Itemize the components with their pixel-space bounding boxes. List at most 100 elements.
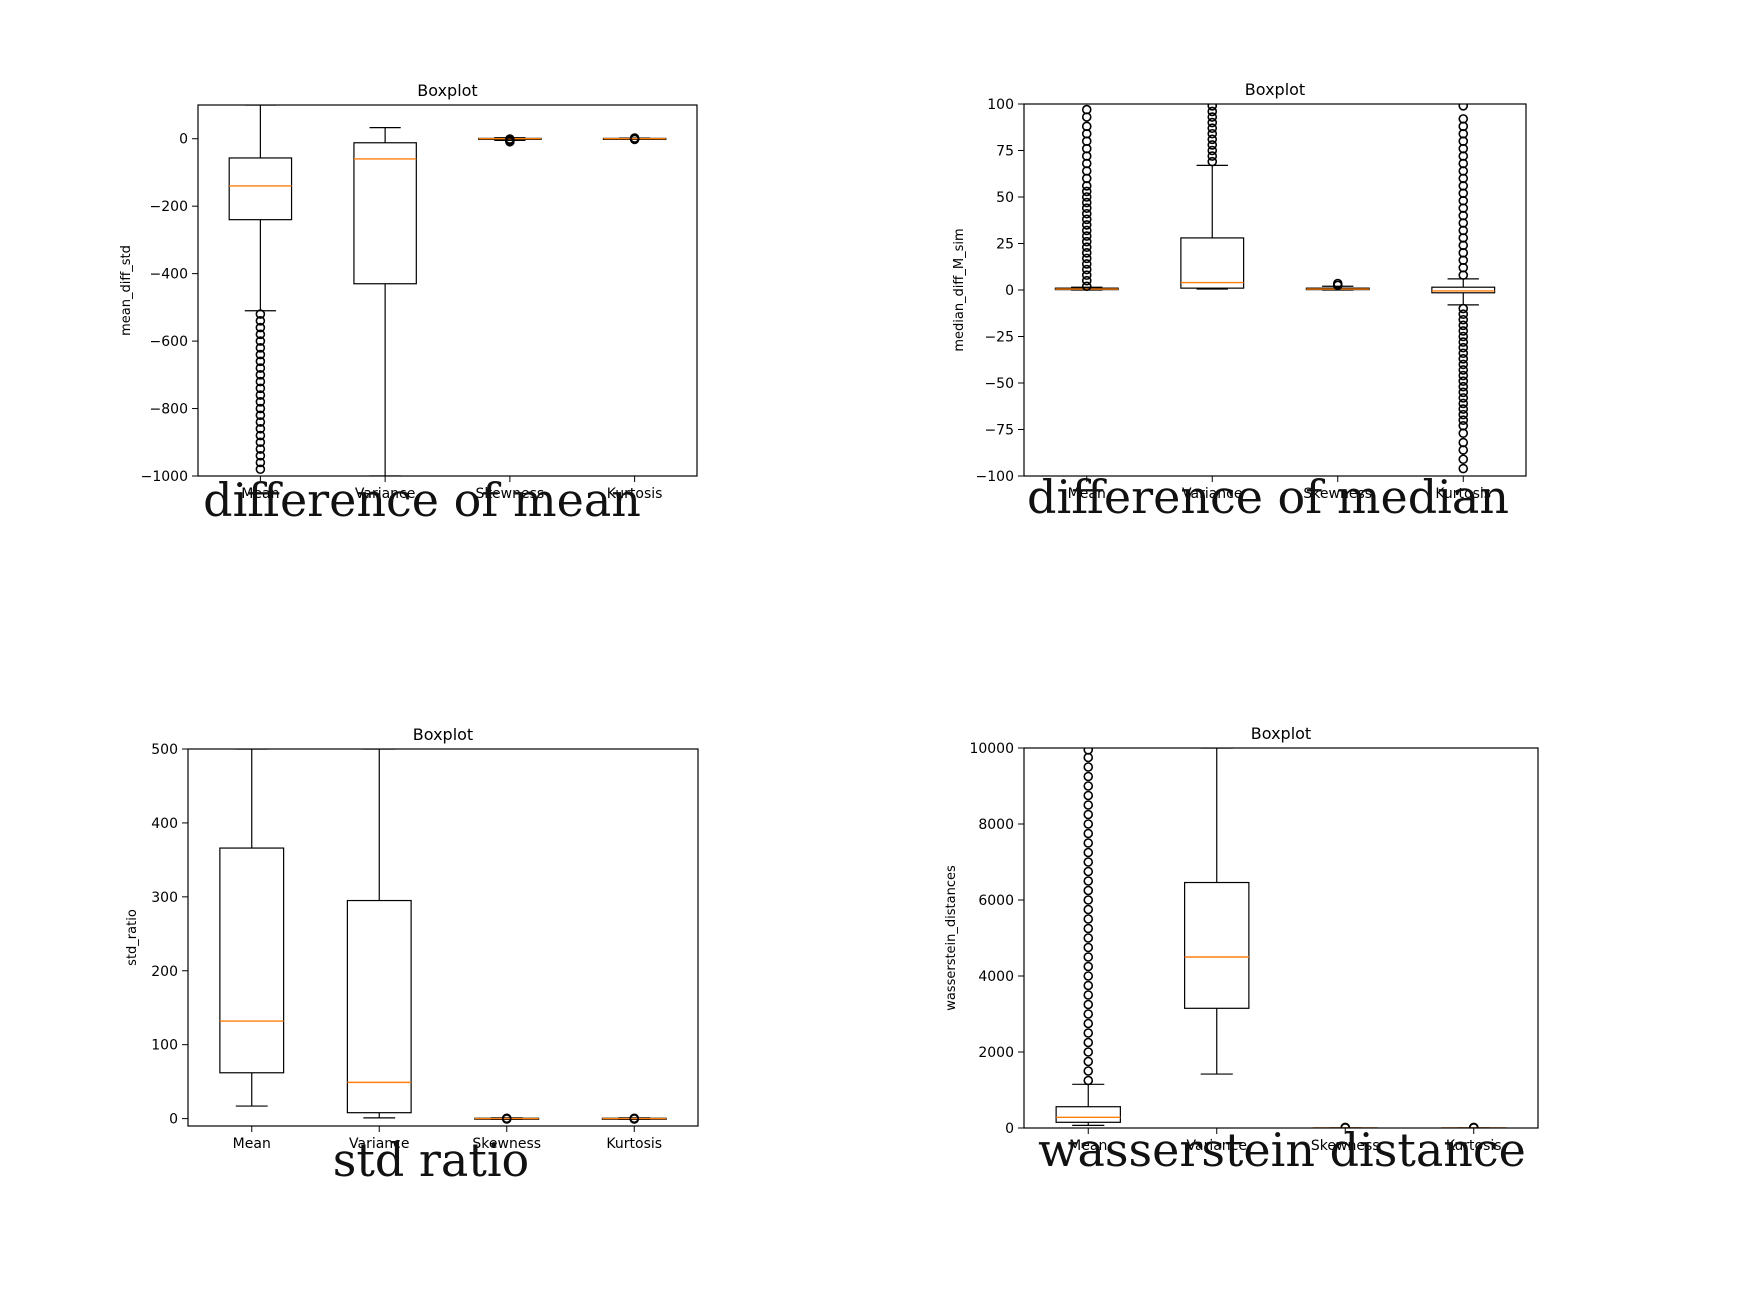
flier-point: [1083, 971, 1094, 981]
chart-title: Boxplot: [1245, 80, 1305, 99]
y-tick-label: 50: [996, 190, 1014, 206]
flier-point: [255, 343, 266, 353]
flier-point: [1458, 365, 1469, 375]
flier-point: [1083, 999, 1094, 1010]
flier-point: [1332, 278, 1343, 289]
flier-point: [1458, 415, 1469, 426]
flier-point: [1081, 186, 1092, 197]
flier-point: [1081, 253, 1092, 264]
y-tick-label: 0: [1005, 1121, 1014, 1137]
y-tick-label: 500: [151, 742, 178, 758]
plot-frame: [1023, 747, 1539, 1129]
x-tick-label: Mean: [1069, 1138, 1107, 1154]
y-tick-label: −600: [150, 334, 188, 350]
flier-point: [1458, 303, 1469, 314]
y-axis-label: wasserstein_distances: [944, 865, 959, 1011]
flier-point: [1081, 214, 1092, 225]
box-variance: [353, 126, 417, 476]
flier-point: [1083, 847, 1094, 858]
box: [1180, 237, 1245, 289]
flier-point: [1083, 942, 1094, 953]
flier-point: [1458, 428, 1469, 439]
chart-caption: difference of mean: [203, 473, 641, 527]
flier-point: [1083, 1056, 1094, 1067]
y-tick-label: −50: [984, 376, 1014, 392]
x-tick-label: Variance: [1182, 486, 1242, 502]
flier-point: [1083, 781, 1094, 791]
flier-point: [255, 444, 266, 454]
flier-point: [255, 410, 266, 421]
y-tick-label: 200: [151, 964, 178, 980]
x-tick-label: Skewness: [1303, 486, 1372, 502]
flier-point: [255, 403, 266, 414]
flier-point: [1083, 904, 1094, 915]
chart-caption: difference of median: [1027, 470, 1509, 524]
flier-point: [255, 423, 266, 434]
flier-point: [1083, 748, 1094, 755]
y-tick-label: 300: [151, 890, 178, 906]
y-tick-label: 100: [151, 1038, 178, 1054]
y-tick-label: −1000: [141, 469, 188, 485]
y-tick-label: −800: [150, 402, 188, 418]
flier-point: [1083, 1075, 1094, 1086]
flier-point: [1458, 454, 1469, 465]
chart-title: Boxplot: [413, 725, 473, 744]
flier-point: [255, 390, 266, 400]
chart-caption: wasserstein distance: [1038, 1123, 1526, 1177]
flier-point: [1081, 104, 1092, 115]
y-tick-label: −100: [976, 469, 1014, 485]
flier-point: [1081, 220, 1092, 230]
flier-point: [1458, 342, 1469, 353]
flier-point: [1458, 314, 1469, 325]
flier-point: [1083, 838, 1094, 848]
flier-point: [1207, 106, 1218, 117]
box-mean: [219, 749, 285, 1107]
chart-1: Boxplot median_diff_M_sim 100 75 50 25 0 −25 −50…: [952, 80, 1527, 502]
box-mean: [1055, 748, 1121, 1126]
y-axis-label: mean_diff_std: [119, 245, 134, 336]
y-tick-label: −400: [150, 267, 188, 283]
y-axis-label: median_diff_M_sim: [952, 228, 967, 351]
flier-point: [629, 133, 640, 143]
box: [1055, 1106, 1121, 1123]
flier-point: [255, 464, 266, 475]
box-kurtosis: [601, 1113, 667, 1124]
box-skewness: [478, 134, 542, 147]
flier-point: [1083, 923, 1094, 934]
x-tick-label: Skewness: [1311, 1138, 1380, 1154]
flier-point: [255, 370, 266, 380]
flier-point: [1458, 359, 1469, 370]
flier-point: [505, 136, 515, 147]
flier-point: [1083, 800, 1094, 810]
flier-point: [629, 1113, 640, 1124]
y-tick-label: 25: [996, 237, 1014, 253]
flier-point: [501, 1113, 512, 1124]
box-variance: [1184, 748, 1250, 1075]
flier-point: [1458, 337, 1469, 347]
y-tick-label: −75: [984, 423, 1014, 439]
flier-point: [1458, 104, 1469, 111]
flier-point: [255, 457, 266, 468]
x-tick-label: Kurtosis: [1446, 1138, 1502, 1154]
box: [346, 899, 412, 1114]
x-tick-label: Variance: [355, 486, 415, 502]
flier-point: [255, 376, 266, 387]
flier-point: [1081, 242, 1092, 253]
flier-point: [1081, 248, 1092, 258]
box-variance: [1180, 104, 1245, 290]
flier-point: [1081, 236, 1092, 247]
x-tick-label: Mean: [241, 486, 279, 502]
flier-point: [1458, 393, 1469, 403]
flier-point: [1458, 381, 1469, 392]
flier-point: [1083, 857, 1094, 867]
flier-point: [255, 349, 266, 360]
flier-point: [1083, 952, 1094, 962]
flier-point: [1081, 197, 1092, 208]
flier-point: [1081, 231, 1092, 241]
y-tick-label: −200: [150, 199, 188, 215]
y-tick-label: 0: [179, 132, 188, 148]
y-tick-label: 4000: [978, 969, 1014, 985]
plot-frame: [187, 748, 699, 1127]
y-tick-label: 8000: [978, 817, 1014, 833]
